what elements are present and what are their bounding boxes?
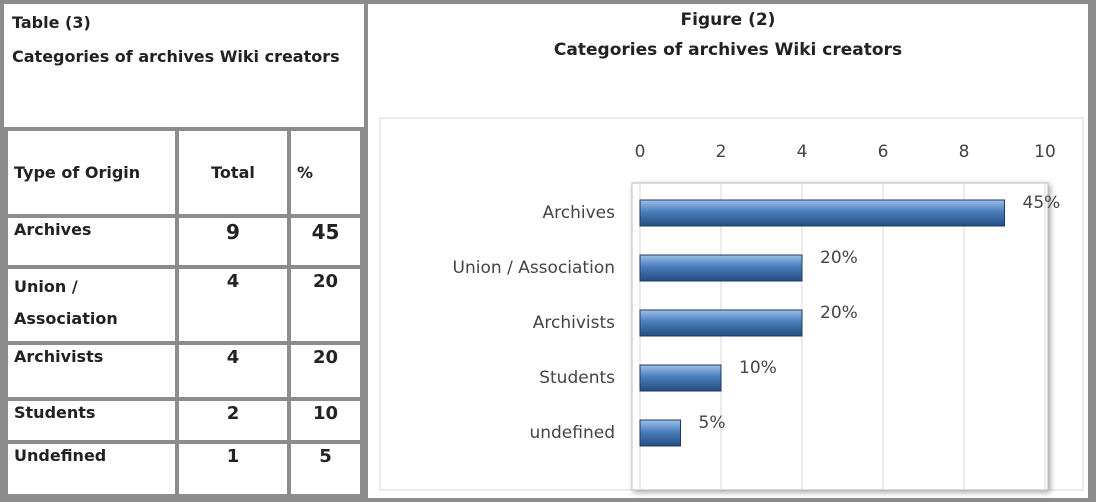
data-label: 10% — [739, 358, 777, 378]
data-label: 5% — [699, 413, 726, 433]
bar — [639, 419, 681, 447]
x-tick-label: 0 — [635, 142, 646, 162]
chart: Figure (2) Categories of archives Wiki c… — [368, 4, 1088, 498]
cell: Union / Association — [4, 265, 179, 346]
data-label: 45% — [1023, 193, 1061, 213]
chart-title: Figure (2) — [681, 10, 776, 30]
table-title-cell: Table (3) Categories of archives Wiki cr… — [6, 4, 362, 132]
data-label: 20% — [820, 248, 858, 268]
cell: 1 — [175, 440, 291, 498]
bar — [639, 254, 803, 282]
x-tick-label: 8 — [959, 142, 970, 162]
x-tick-label: 10 — [1034, 142, 1056, 162]
header-cell: Total — [175, 127, 291, 219]
cell: Undefined — [4, 440, 179, 498]
x-tick-label: 4 — [797, 142, 808, 162]
cell: 20 — [287, 265, 364, 346]
y-tick-label: Archives — [543, 203, 616, 223]
cell: Students — [4, 397, 179, 445]
cell: 9 — [175, 214, 291, 270]
table: Table (3) Categories of archives Wiki cr… — [4, 4, 364, 498]
cell: Archivists — [4, 341, 179, 402]
table-title: Table (3) — [12, 13, 91, 32]
header-cell: Type of Origin — [4, 127, 179, 219]
table-subtitle: Categories of archives Wiki creators — [12, 47, 340, 66]
y-tick-label: Students — [539, 368, 615, 388]
chart-subtitle: Categories of archives Wiki creators — [554, 40, 902, 60]
header-cell: % — [287, 127, 364, 219]
cell: Archives — [4, 214, 179, 270]
y-tick-label: undefined — [529, 423, 615, 443]
cell: 45 — [287, 214, 364, 270]
cell: 20 — [287, 341, 364, 402]
cell: 4 — [175, 265, 291, 346]
x-tick-label: 2 — [716, 142, 727, 162]
cell: 5 — [287, 440, 364, 498]
bar — [639, 309, 803, 337]
cell: 2 — [175, 397, 291, 445]
bar — [639, 199, 1005, 227]
table-panel: Table (3) Categories of archives Wiki cr… — [4, 4, 364, 498]
cell: 10 — [287, 397, 364, 445]
data-label: 20% — [820, 303, 858, 323]
cell: 4 — [175, 341, 291, 402]
y-tick-label: Archivists — [533, 313, 615, 333]
bar — [639, 364, 722, 392]
y-tick-label: Union / Association — [453, 258, 615, 278]
x-tick-label: 6 — [878, 142, 889, 162]
